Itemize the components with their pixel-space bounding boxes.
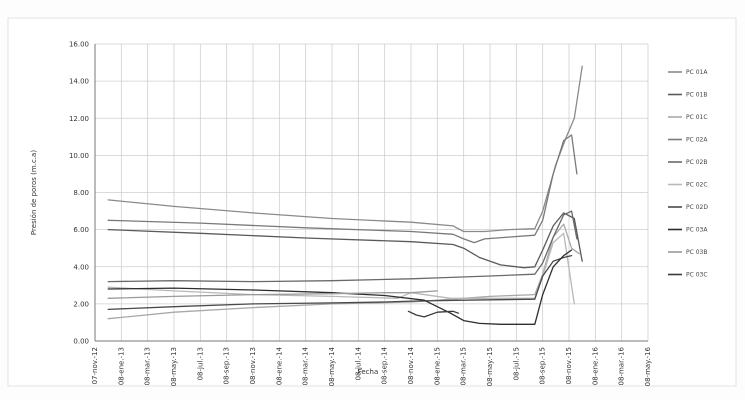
legend-label: PC 03C <box>686 272 708 279</box>
legend-label: PC 01C <box>686 114 708 121</box>
series-line-pc-01c <box>107 223 581 320</box>
x-tick-label: 08-jul.-15 <box>512 347 520 380</box>
x-tick-label: 08-jul.-14 <box>354 346 362 380</box>
y-tick-label: 10.00 <box>69 152 89 160</box>
y-axis-title: Presión de poros (m.c.a) <box>30 150 38 235</box>
y-tick-label: 16.00 <box>69 41 89 49</box>
x-tick-label: 08-ene.-16 <box>591 346 599 385</box>
legend-label: PC 01B <box>686 92 707 99</box>
x-tick-label: 08-sep.-15 <box>539 347 547 385</box>
x-tick-label: 08-mar.-14 <box>302 346 310 385</box>
legend-label: PC 03B <box>686 249 707 256</box>
series-line-pc-02b <box>107 210 578 283</box>
y-tick-label: 8.00 <box>73 189 89 197</box>
series-line-pc-03c <box>407 310 460 318</box>
chart-background <box>7 17 737 387</box>
x-tick-label: 07-nov.-12 <box>91 347 99 384</box>
x-tick-label: 08-mar.-15 <box>460 347 468 385</box>
x-tick-label: 08-may.-15 <box>486 347 494 386</box>
x-tick-label: 08-nov.-13 <box>249 347 257 384</box>
y-tick-label: 2.00 <box>73 300 89 308</box>
x-tick-label: 08-nov.-14 <box>407 346 415 384</box>
x-tick-label: 08-mar.-13 <box>144 347 152 385</box>
legend-label: PC 03A <box>686 227 708 234</box>
x-tick-label: 08-ene.-13 <box>117 347 125 385</box>
series-line-pc-03b <box>107 290 438 299</box>
y-tick-label: 4.00 <box>73 263 89 271</box>
x-tick-label: 08-jul.-13 <box>196 347 204 380</box>
y-tick-label: 14.00 <box>69 78 89 86</box>
legend-label: PC 02B <box>686 159 707 166</box>
x-tick-label: 08-sep.-14 <box>381 346 389 384</box>
series-line-pc-02a <box>107 134 578 244</box>
legend-label: PC 02D <box>686 204 708 211</box>
y-tick-label: 0.00 <box>73 338 89 346</box>
y-tick-label: 12.00 <box>69 115 89 123</box>
x-tick-label: 08-may.-14 <box>328 346 336 386</box>
x-tick-label: 08-may.-16 <box>644 346 652 386</box>
x-tick-label: 08-ene.-15 <box>433 347 441 385</box>
x-axis-title: Fecha <box>358 368 379 376</box>
x-tick-label: 08-ene.-14 <box>275 346 283 385</box>
x-tick-label: 08-nov.-15 <box>565 347 573 384</box>
legend-label: PC 02A <box>686 137 708 144</box>
legend-label: PC 02C <box>686 182 708 189</box>
series-line-pc-02d <box>107 254 573 311</box>
series-line-pc-01a <box>107 65 583 233</box>
x-tick-label: 08-sep.-13 <box>223 347 231 385</box>
y-tick-label: 6.00 <box>73 226 89 234</box>
series-line-pc-01b <box>107 212 583 269</box>
legend-label: PC 01A <box>686 69 708 76</box>
x-tick-label: 08-may.-13 <box>170 347 178 386</box>
x-tick-label: 08-mar.-16 <box>618 346 626 385</box>
series-line-pc-03a <box>107 249 573 325</box>
